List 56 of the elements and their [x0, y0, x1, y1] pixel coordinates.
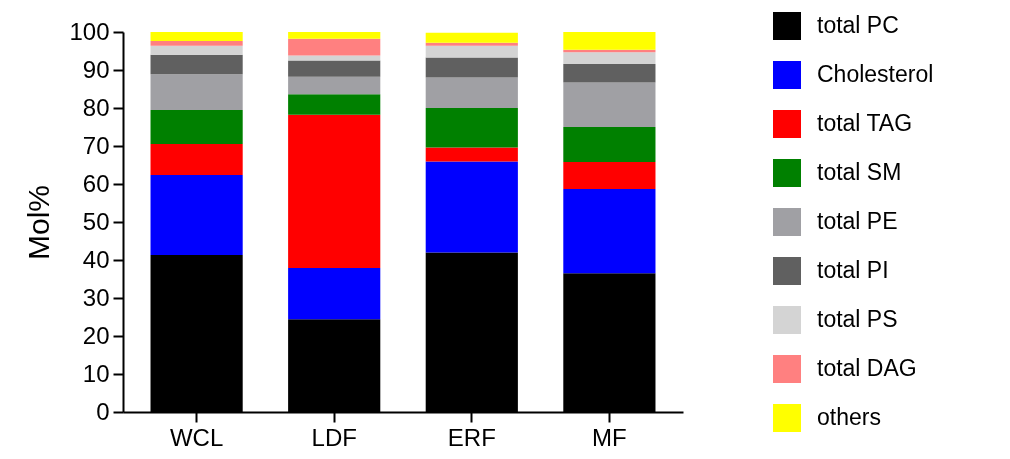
bar: [288, 114, 381, 268]
bar: [150, 54, 243, 75]
x-tick-label: WCL: [169, 423, 224, 451]
x-tick-label: ERF: [447, 423, 496, 451]
bar: [563, 127, 656, 162]
bar: [425, 147, 518, 162]
y-tick-label: 80: [82, 93, 110, 121]
y-tick-label: 20: [82, 321, 110, 349]
y-tick-label: 0: [96, 397, 110, 425]
legend-label: total PC: [817, 12, 899, 38]
y-tick-label: 70: [82, 131, 110, 159]
bar: [425, 108, 518, 148]
bar: [425, 42, 518, 46]
bar: [563, 161, 656, 189]
bar: [288, 60, 381, 77]
bar: [425, 161, 518, 253]
bar: [288, 76, 381, 95]
legend-label: others: [817, 404, 881, 430]
legend-label: total DAG: [817, 355, 917, 381]
bar: [150, 109, 243, 145]
y-tick-label: 30: [82, 283, 110, 311]
bar: [425, 32, 518, 43]
bar: [288, 32, 381, 39]
bar: [288, 55, 381, 61]
bar: [288, 94, 381, 115]
legend-label: Cholesterol: [817, 61, 934, 87]
y-tick-label: 50: [82, 207, 110, 235]
legend-label: total TAG: [817, 110, 913, 136]
y-tick-label: 10: [82, 359, 110, 387]
bar: [563, 32, 656, 50]
bar: [425, 57, 518, 78]
bar: [150, 144, 243, 175]
y-tick-label: 40: [82, 245, 110, 273]
legend-label: total PE: [817, 208, 898, 234]
legend-label: total PI: [817, 257, 889, 283]
bar: [150, 41, 243, 46]
bar: [563, 188, 656, 274]
y-tick-label: 60: [82, 169, 110, 197]
bar: [288, 38, 381, 56]
legend-label: total PS: [817, 306, 898, 332]
legend-label: total SM: [817, 159, 902, 185]
bar: [425, 77, 518, 108]
bar: [425, 45, 518, 58]
x-tick-label: LDF: [311, 423, 357, 451]
bar: [563, 52, 656, 64]
bar: [563, 63, 656, 83]
bar: [150, 174, 243, 256]
y-tick-label: 100: [69, 17, 110, 45]
bar: [150, 74, 243, 110]
x-tick-label: MF: [592, 423, 627, 451]
bar: [150, 45, 243, 55]
y-axis-title: Mol%: [22, 184, 56, 261]
bar: [563, 82, 656, 127]
bar: [288, 267, 381, 320]
y-tick-label: 90: [82, 55, 110, 83]
bar: [150, 32, 243, 42]
